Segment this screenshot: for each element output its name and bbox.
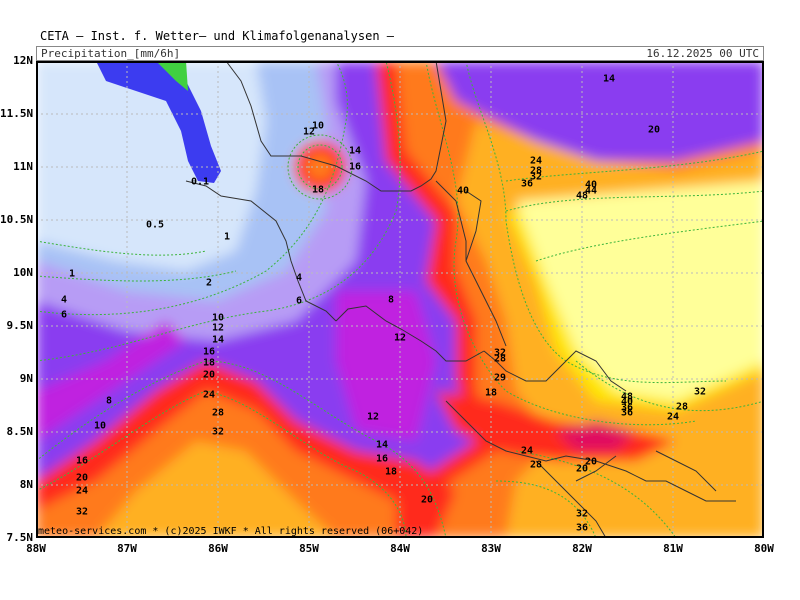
lon-label: 80W: [754, 542, 774, 555]
contour-label: 12: [302, 126, 316, 138]
lat-label: 7.5N: [6, 531, 34, 544]
contour-label: 29: [493, 372, 507, 384]
contour-label: 6: [60, 309, 68, 321]
map-canvas: [36, 61, 764, 538]
contour-label: 32: [529, 171, 543, 183]
contour-label: 18: [384, 466, 398, 478]
contour-label: 10: [311, 120, 325, 132]
lon-label: 85W: [299, 542, 319, 555]
contour-label: 40: [584, 179, 598, 191]
contour-label: 24: [202, 389, 216, 401]
lat-label: 9N: [19, 372, 33, 385]
coastlines: [185, 61, 736, 538]
contour-label: 12: [211, 322, 225, 334]
contour-label: 0.5: [145, 219, 165, 231]
contour-label: 48: [620, 391, 634, 403]
contour-label: 28: [211, 407, 225, 419]
lon-label: 84W: [390, 542, 410, 555]
contour-lines: [36, 61, 764, 538]
contour-label: 20: [420, 494, 434, 506]
contour-label: 6: [295, 295, 303, 307]
contour-label: 18: [311, 184, 325, 196]
map-info-bar: Precipitation_[mm/6h] 16.12.2025 00 UTC: [36, 46, 764, 61]
contour-label: 18: [484, 387, 498, 399]
lon-label: 86W: [208, 542, 228, 555]
lat-label: 11.5N: [0, 107, 34, 120]
contour-label: 12: [366, 411, 380, 423]
lat-label: 8N: [19, 478, 33, 491]
contour-label: 28: [529, 459, 543, 471]
deep-blue-area: [96, 61, 221, 183]
contour-label: 24: [529, 155, 543, 167]
contour-label: 32: [493, 347, 507, 359]
contour-label: 18: [202, 357, 216, 369]
lat-label: 11N: [13, 160, 33, 173]
contour-label: 20: [75, 472, 89, 484]
contour-label: 14: [348, 145, 362, 157]
contour-label: 8: [105, 395, 113, 407]
contour-label: 28: [675, 401, 689, 413]
contour-label: 40: [620, 396, 634, 408]
contour-label: 28: [529, 165, 543, 177]
lon-label: 83W: [481, 542, 501, 555]
contour-label: 20: [575, 463, 589, 475]
contour-label: 36: [520, 178, 534, 190]
contour-label: 24: [666, 411, 680, 423]
contour-label: 32: [75, 506, 89, 518]
contour-label: 10: [93, 420, 107, 432]
contour-label: 48: [575, 190, 589, 202]
contour-label: 44: [584, 185, 598, 197]
lon-label: 87W: [117, 542, 137, 555]
precip-field: [36, 61, 764, 538]
contour-label: 16: [202, 346, 216, 358]
contour-label: 4: [60, 294, 68, 306]
contour-label: 20: [584, 456, 598, 468]
lat-label: 9.5N: [6, 319, 34, 332]
contour-label: 32: [211, 426, 225, 438]
contour-label: 1: [223, 231, 231, 243]
contour-label: 14: [375, 439, 389, 451]
contour-label: 20: [202, 369, 216, 381]
precipitation-map: [36, 61, 764, 538]
lat-label: 8.5N: [6, 425, 34, 438]
contour-label: 24: [520, 445, 534, 457]
lon-label: 82W: [572, 542, 592, 555]
lon-label: 81W: [663, 542, 683, 555]
contour-label: 36: [575, 522, 589, 534]
green-area: [156, 61, 188, 91]
lat-label: 10.5N: [0, 213, 34, 226]
copyright-notice: meteo-services.com * (c)2025 IWKF * All …: [38, 526, 424, 537]
contour-label: 10: [211, 312, 225, 324]
contour-label: 36: [620, 402, 634, 414]
contour-label: 8: [387, 294, 395, 306]
contour-label: 20: [647, 124, 661, 136]
lat-lon-grid: [36, 61, 764, 538]
contour-label: 36: [620, 407, 634, 419]
contour-label: 28: [493, 353, 507, 365]
contour-label: 2: [205, 277, 213, 289]
lat-label: 12N: [13, 54, 33, 67]
contour-label: 1: [68, 268, 76, 280]
contour-label: 32: [693, 386, 707, 398]
contour-label: 16: [348, 161, 362, 173]
contour-label: 40: [456, 185, 470, 197]
variable-label: Precipitation_[mm/6h]: [41, 47, 181, 60]
contour-label: 24: [75, 485, 89, 497]
valid-time: 16.12.2025 00 UTC: [646, 47, 759, 60]
contour-label: 14: [602, 73, 616, 85]
lon-label: 88W: [26, 542, 46, 555]
contour-label: 4: [295, 272, 303, 284]
contour-label: 12: [393, 332, 407, 344]
contour-label: 0.1: [190, 176, 210, 188]
contour-label: 16: [75, 455, 89, 467]
lat-label: 10N: [13, 266, 33, 279]
map-title: CETA — Inst. f. Wetter— und Klimafolgena…: [40, 29, 395, 43]
contour-label: 16: [375, 453, 389, 465]
contour-label: 32: [575, 508, 589, 520]
contour-label: 14: [211, 334, 225, 346]
